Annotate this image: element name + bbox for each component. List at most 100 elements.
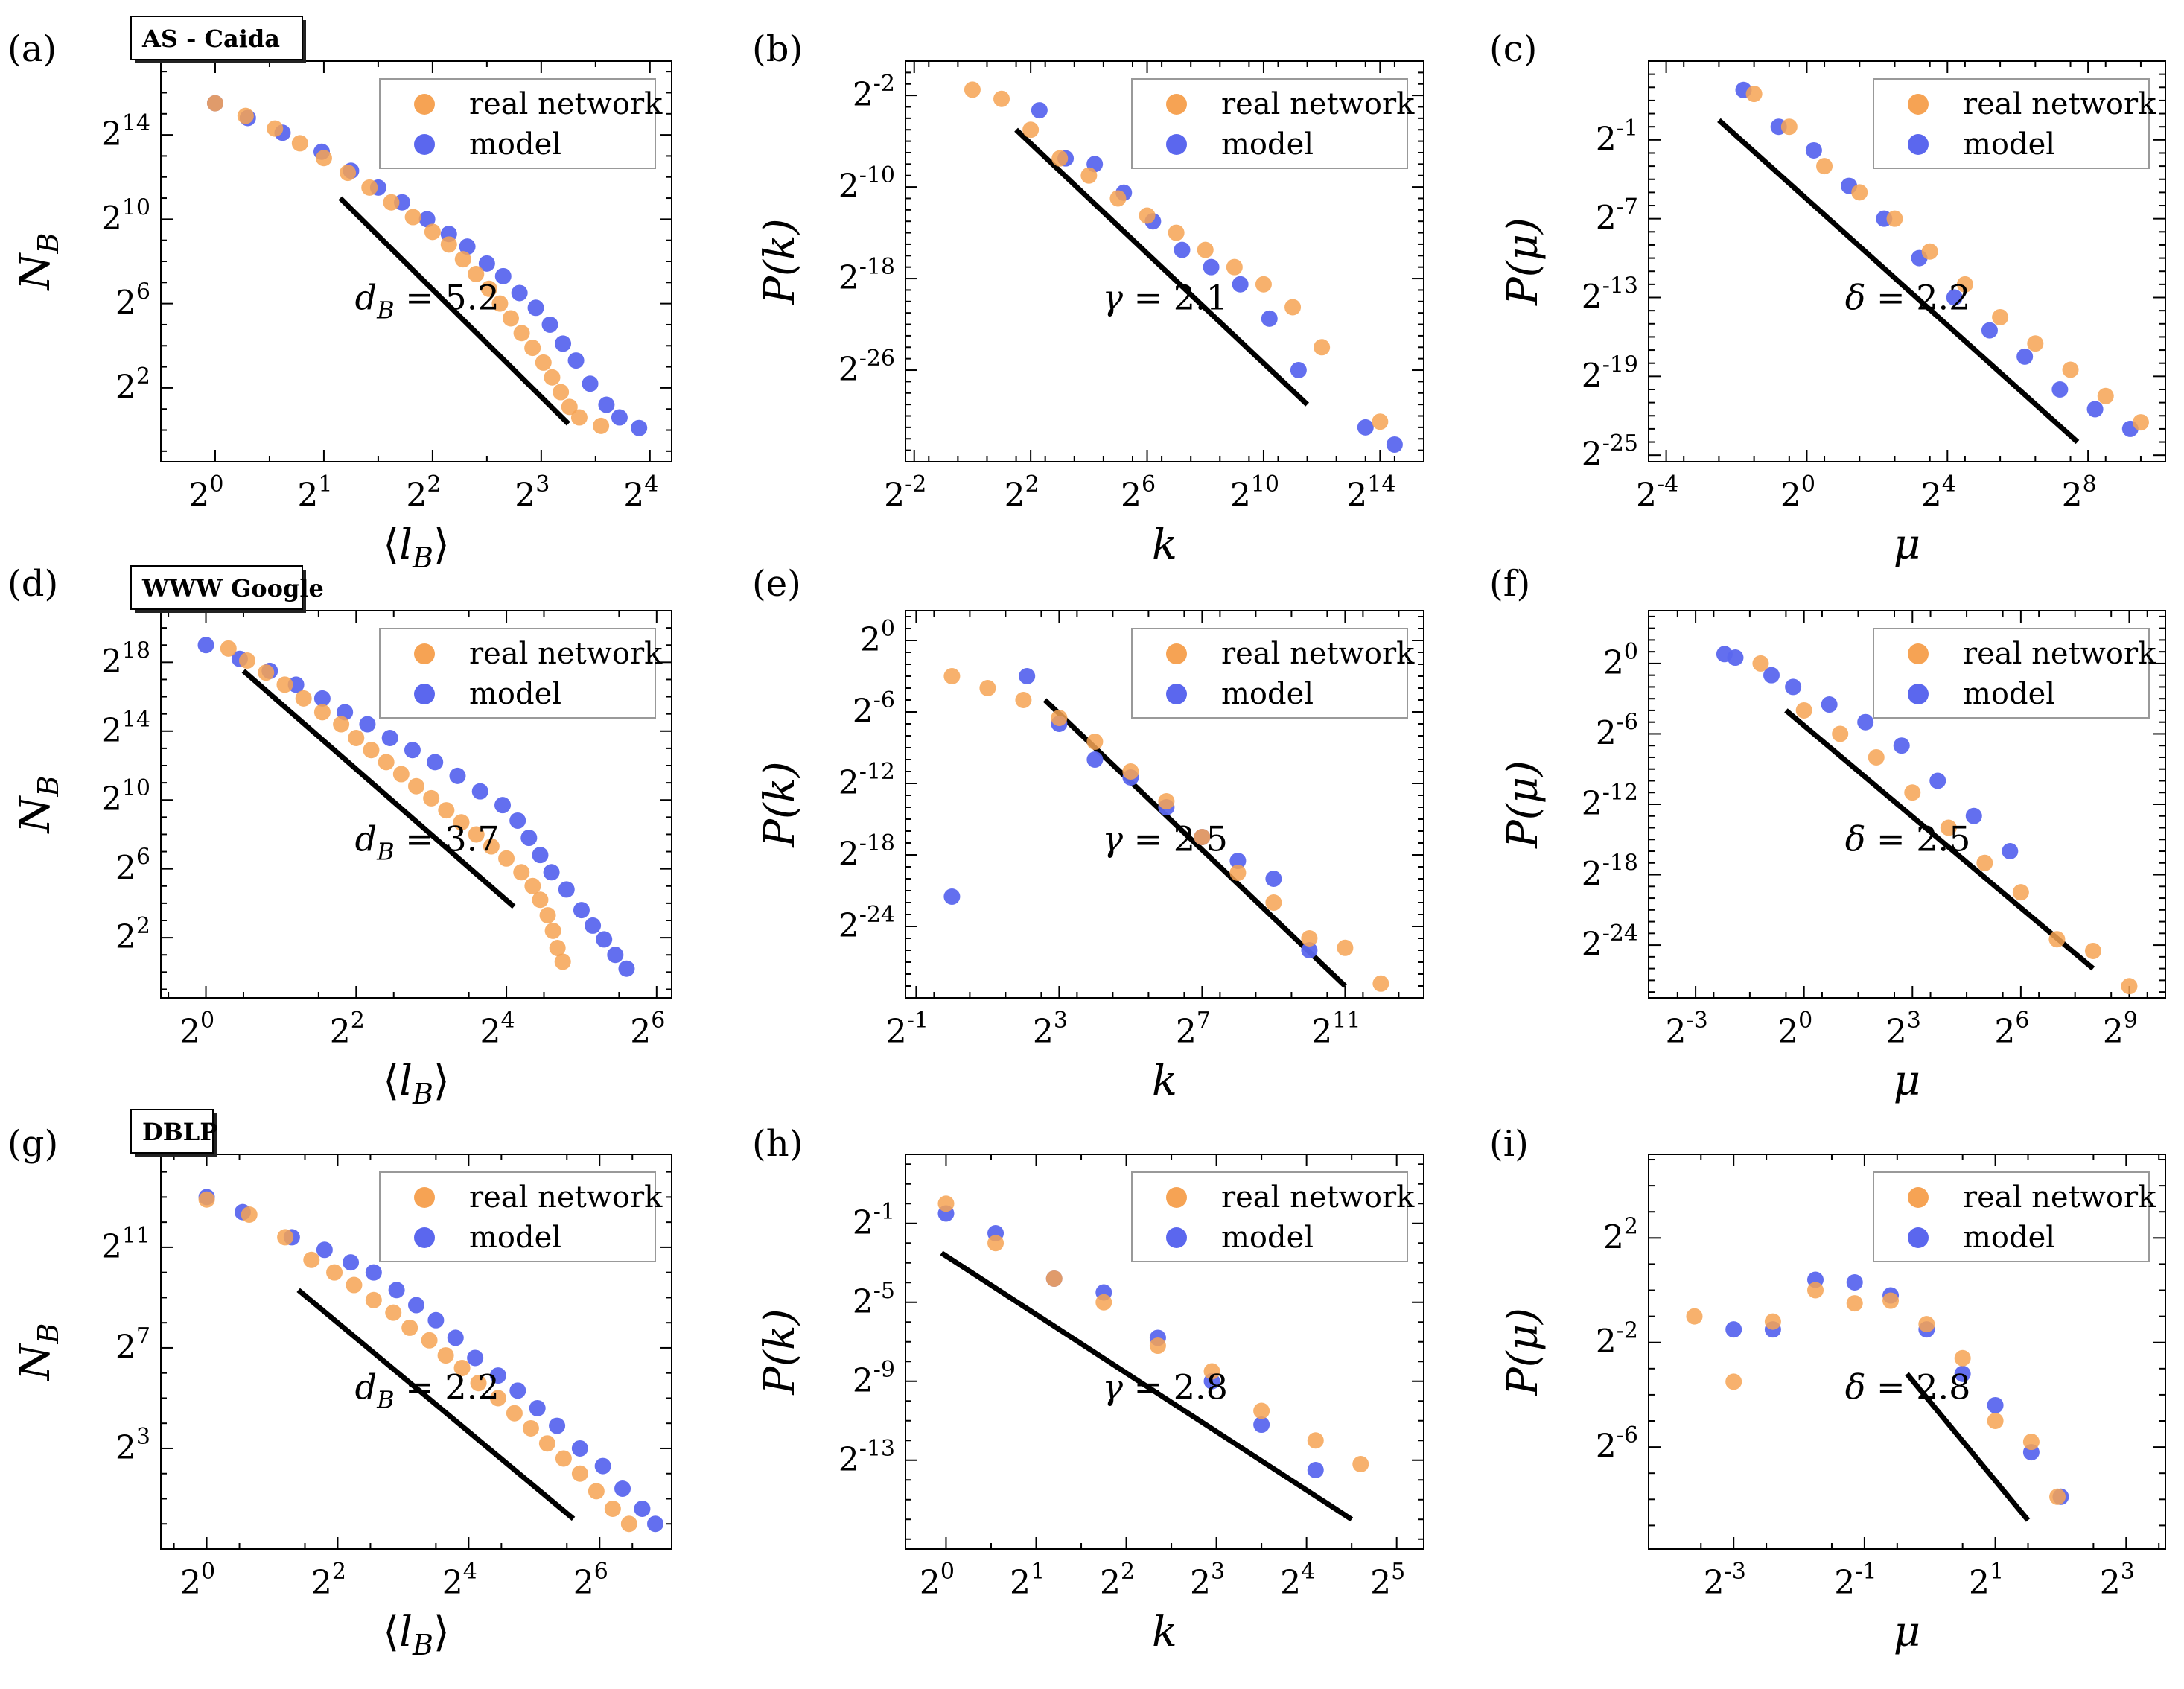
fit-line	[241, 669, 516, 909]
tick-base: 2	[1280, 1564, 1301, 1602]
annotation: dB = 2.2	[355, 1367, 500, 1414]
fit-line	[1014, 127, 1309, 407]
real-network-point	[498, 850, 515, 867]
model-point	[404, 742, 421, 759]
tick-base: 2	[188, 477, 209, 515]
real-network-point	[2049, 1488, 2066, 1505]
real-network-point	[453, 814, 470, 831]
label-symbol: N	[11, 795, 60, 834]
real-network-point	[571, 1465, 588, 1482]
real-network-point	[326, 1264, 343, 1281]
tick-exponent: 1	[1031, 1559, 1045, 1585]
real-network-point	[937, 1195, 955, 1212]
real-network-point	[987, 1235, 1005, 1252]
x-tick-label: 214	[1346, 471, 1395, 515]
tick-base: 2	[1596, 714, 1617, 752]
y-tick-label: 2-13	[838, 1436, 895, 1479]
real-network-point	[1686, 1308, 1703, 1325]
real-network-point	[2132, 414, 2149, 431]
model-point	[611, 409, 628, 426]
axes-frame	[160, 1154, 672, 1550]
tick-exponent: -19	[1602, 352, 1638, 378]
model-point	[1232, 276, 1249, 293]
real-network-point	[267, 120, 284, 137]
x-tick-label: 24	[442, 1559, 477, 1602]
tick-base: 2	[1596, 121, 1617, 159]
model-point	[1846, 1273, 1863, 1291]
real-network-point	[1051, 710, 1068, 726]
tick-base: 2	[2100, 1564, 2121, 1602]
tick-exponent: 11	[1332, 1008, 1360, 1034]
y-tick-label: 210	[101, 775, 150, 818]
model-point	[943, 888, 961, 905]
tick-base: 2	[101, 200, 122, 238]
real-network-point	[277, 1229, 294, 1246]
x-tick-label: 21	[1969, 1559, 2004, 1602]
annotation-symbol: δ	[1845, 278, 1866, 318]
fit-line	[1905, 1372, 2031, 1522]
tick-exponent: 2	[351, 1008, 365, 1034]
x-tick-label: 2-2	[884, 471, 926, 515]
angle-right: ⟩	[433, 1608, 450, 1656]
real-network-point	[392, 766, 410, 783]
y-tick-label: 2-6	[853, 687, 895, 731]
x-axis-label: ⟨lB⟩	[383, 521, 450, 574]
legend-box	[1131, 78, 1408, 169]
annotation-subscript: B	[376, 837, 395, 865]
x-tick-label: 20	[1780, 471, 1815, 515]
legend-label-model: model	[1221, 127, 1314, 162]
annotation-symbol: d	[355, 278, 377, 318]
real-network-point	[421, 1332, 438, 1349]
y-axis-label: P(μ)	[1499, 1308, 1547, 1396]
network-tag	[130, 16, 303, 60]
model-point	[447, 1329, 464, 1346]
y-tick-label: 22	[115, 363, 150, 407]
annotation: γ = 2.1	[1102, 278, 1227, 318]
model-point	[1019, 668, 1036, 684]
x-tick-label: 20	[188, 471, 223, 515]
model-point	[614, 1480, 631, 1497]
tick-base: 2	[1346, 477, 1367, 515]
real-network-point	[1886, 210, 1903, 227]
tick-exponent: -13	[1602, 273, 1638, 299]
real-network-point	[1307, 1432, 1324, 1449]
tick-base: 2	[1311, 1013, 1332, 1051]
tick-exponent: -24	[859, 902, 895, 928]
real-network-point	[979, 680, 996, 696]
y-tick-label: 2-18	[838, 254, 895, 297]
tick-exponent: 7	[1197, 1008, 1211, 1034]
panel-label: (b)	[752, 28, 803, 70]
tick-base: 2	[1969, 1564, 1990, 1602]
model-point	[1805, 141, 1822, 159]
real-network-point	[365, 1291, 382, 1308]
real-network-point	[620, 1515, 637, 1533]
tick-exponent: -18	[1602, 850, 1638, 877]
real-network-point	[1940, 819, 1957, 836]
real-network-point	[604, 1500, 621, 1517]
label-symbol: l	[399, 1057, 413, 1105]
tick-base: 2	[2062, 477, 2083, 515]
axes-frame	[905, 1154, 1424, 1550]
tick-exponent: 2	[1025, 471, 1040, 497]
legend-marker-model	[1166, 1227, 1187, 1248]
real-network-point	[346, 1276, 363, 1294]
tick-exponent: -18	[859, 830, 895, 856]
y-axis-label: P(k)	[756, 761, 804, 847]
tick-base: 2	[838, 168, 859, 206]
real-network-point	[554, 953, 571, 970]
tick-base: 2	[853, 693, 873, 731]
real-network-point	[1976, 854, 1993, 871]
tick-exponent: 0	[201, 1559, 215, 1585]
tick-base: 2	[1230, 477, 1251, 515]
tick-base: 2	[101, 1228, 122, 1266]
y-tick-label: 26	[115, 844, 150, 888]
tick-exponent: -5	[873, 1278, 895, 1304]
y-tick-label: 2-7	[1596, 194, 1638, 238]
model-point	[467, 1349, 484, 1367]
real-network-point	[1122, 763, 1139, 780]
fit-line	[1717, 118, 2080, 445]
tick-exponent: -1	[1617, 115, 1638, 141]
